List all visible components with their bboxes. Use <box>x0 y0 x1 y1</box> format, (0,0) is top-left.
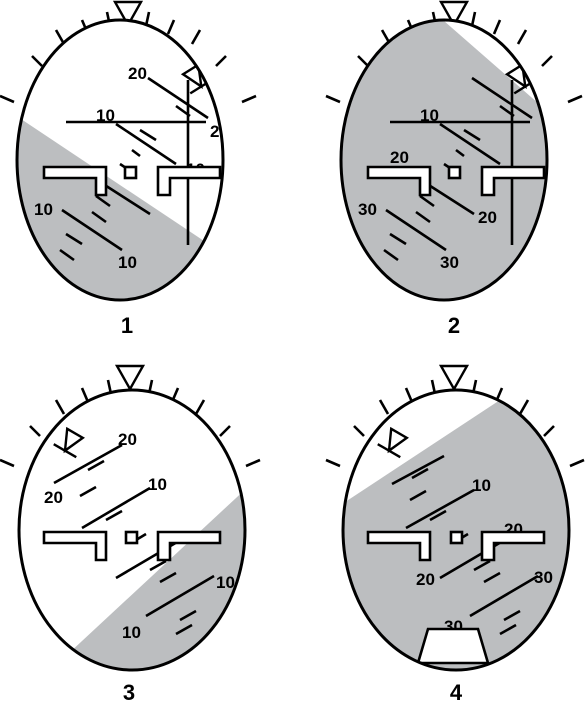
right-wing <box>480 530 546 562</box>
panel-3: 20 20 10 10 10 3 <box>0 364 261 705</box>
panel-caption: 4 <box>450 680 463 705</box>
left-wing <box>366 530 432 562</box>
pitch-ladder <box>53 443 215 636</box>
pitch-label: 20 <box>44 488 63 507</box>
left-wing <box>42 165 108 197</box>
right-wing <box>156 530 222 562</box>
aircraft-symbol <box>42 165 222 197</box>
right-wing <box>156 165 222 197</box>
instrument-bezel <box>339 18 549 302</box>
center-dot <box>124 530 139 545</box>
panel-caption: 1 <box>121 313 133 338</box>
center-dot <box>449 530 464 545</box>
bank-pointer-icon <box>53 426 86 459</box>
pitch-label: 20 <box>390 148 409 167</box>
bank-pointer-icon <box>377 426 410 459</box>
panel-4: 10 20 30 20 30 4 <box>325 364 585 705</box>
pitch-label: 20 <box>118 430 137 449</box>
bank-index-triangle <box>438 364 470 392</box>
instrument-bezel <box>17 388 247 672</box>
panel-1: 20 10 20 10 10 10 1 <box>0 0 257 338</box>
aircraft-symbol <box>42 530 222 562</box>
pitch-label: 10 <box>472 476 491 495</box>
pitch-label: 10 <box>122 623 141 642</box>
pitch-label: 10 <box>148 475 167 494</box>
pitch-label: 10 <box>420 106 439 125</box>
lower-bank-marker <box>416 627 490 665</box>
aircraft-symbol <box>366 530 546 562</box>
pitch-label: 20 <box>128 64 147 83</box>
pitch-label: 10 <box>34 200 53 219</box>
right-wing <box>480 165 546 197</box>
bank-index-triangle <box>112 0 144 28</box>
pitch-label: 10 <box>96 106 115 125</box>
instrument-bezel <box>15 18 225 302</box>
bank-index-triangle <box>114 364 146 392</box>
pitch-ladder <box>383 76 533 262</box>
pitch-label: 30 <box>534 568 553 587</box>
instrument-bezel <box>341 388 571 672</box>
pitch-label: 20 <box>416 570 435 589</box>
left-wing <box>42 530 108 562</box>
left-wing <box>366 165 432 197</box>
pitch-label: 10 <box>216 573 235 592</box>
aircraft-symbol <box>366 165 546 197</box>
bank-scale <box>0 364 261 468</box>
center-dot <box>123 165 138 180</box>
pitch-label: 20 <box>478 208 497 227</box>
pitch-label: 30 <box>440 253 459 272</box>
pitch-ladder <box>59 76 209 262</box>
center-dot <box>447 165 462 180</box>
ground-area <box>17 105 223 300</box>
pitch-label: 30 <box>358 200 377 219</box>
pitch-label: 10 <box>118 253 137 272</box>
bank-index-triangle <box>438 0 470 28</box>
panel-caption: 2 <box>448 313 460 338</box>
panel-caption: 3 <box>123 680 135 705</box>
panel-2: 10 20 30 20 30 2 <box>325 0 583 338</box>
